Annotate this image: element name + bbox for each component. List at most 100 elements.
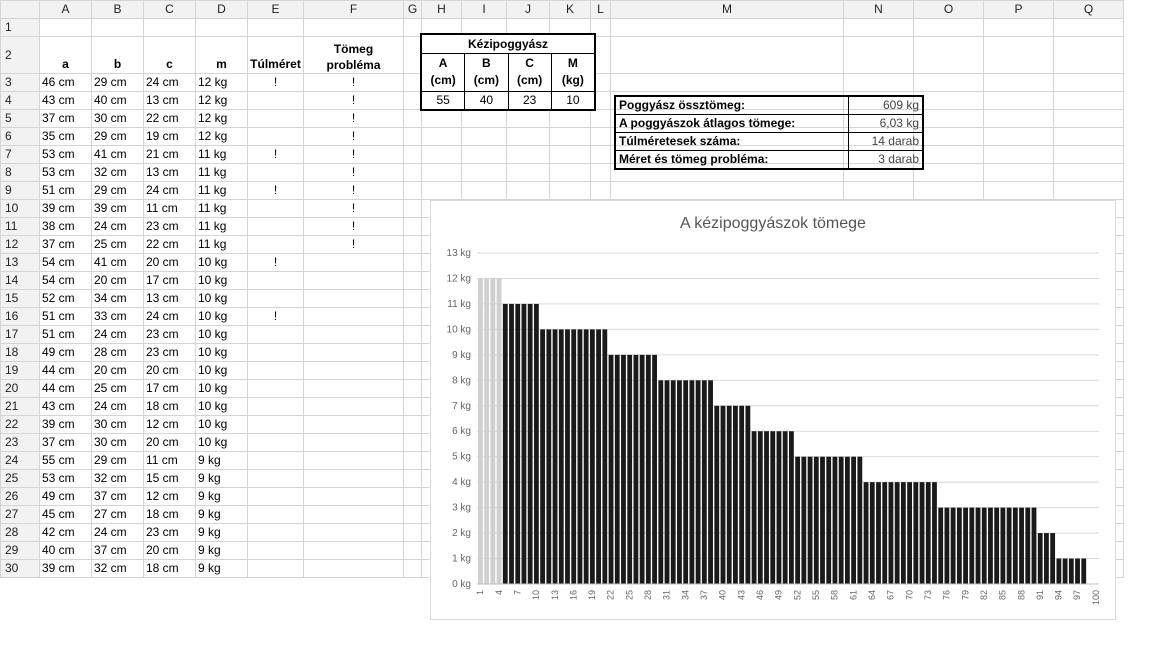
cell-c[interactable]: 20 cm [143, 541, 196, 560]
cell-b[interactable]: 30 cm [91, 415, 144, 434]
cell-empty[interactable] [421, 109, 462, 128]
cell-empty[interactable] [403, 127, 422, 146]
cell-b[interactable]: 25 cm [91, 379, 144, 398]
cell-empty[interactable] [461, 127, 507, 146]
cell-empty[interactable] [1053, 91, 1124, 110]
cell-m[interactable]: 10 kg [195, 289, 248, 308]
bar[interactable] [1044, 533, 1049, 584]
cell-empty[interactable] [913, 109, 984, 128]
cell-empty[interactable] [983, 127, 1054, 146]
cell-f[interactable] [303, 541, 404, 560]
cell-b[interactable]: 20 cm [91, 361, 144, 380]
cell-a[interactable]: 54 cm [39, 271, 92, 290]
bar[interactable] [509, 303, 514, 584]
cell-c[interactable]: 21 cm [143, 145, 196, 164]
bar[interactable] [608, 354, 614, 584]
summary-label[interactable]: Méret és tömeg probléma: [616, 151, 849, 168]
cell-empty[interactable] [403, 523, 422, 542]
cell-f[interactable]: ! [303, 91, 404, 110]
cell-b[interactable]: 24 cm [91, 217, 144, 236]
cell-m[interactable]: 9 kg [195, 559, 248, 578]
bar[interactable] [838, 456, 844, 584]
cell-m[interactable]: 10 kg [195, 379, 248, 398]
bar[interactable] [670, 380, 676, 584]
cell-empty[interactable] [913, 91, 984, 110]
cell-a[interactable]: 55 cm [39, 451, 92, 470]
cell-f[interactable] [303, 343, 404, 362]
bar[interactable] [726, 405, 732, 584]
weight-chart[interactable]: A kézipoggyászok tömege 0 kg 1 kg 2 kg 3 kg… [430, 200, 1116, 620]
cell-empty[interactable] [1053, 127, 1124, 146]
column-header-g[interactable]: G [403, 0, 422, 19]
cell-f[interactable]: ! [303, 127, 404, 146]
bar[interactable] [478, 278, 483, 584]
cell-m[interactable]: 10 kg [195, 415, 248, 434]
bar[interactable] [664, 380, 670, 584]
cell-empty[interactable] [403, 469, 422, 488]
cell-m[interactable]: 10 kg [195, 307, 248, 326]
cell-empty[interactable] [549, 109, 591, 128]
bar[interactable] [701, 380, 707, 584]
cell-b[interactable]: 29 cm [91, 181, 144, 200]
cell-a[interactable]: 39 cm [39, 199, 92, 218]
cell-m[interactable]: 11 kg [195, 199, 248, 218]
column-header-h[interactable]: H [421, 0, 462, 19]
summary-value[interactable]: 609 kg [882, 98, 919, 112]
cell-empty[interactable] [610, 181, 844, 200]
cell-e[interactable] [247, 199, 304, 218]
column-header-f[interactable]: F [303, 0, 404, 19]
cell-empty[interactable] [461, 109, 507, 128]
bar[interactable] [745, 405, 751, 584]
header-m[interactable]: m [195, 36, 248, 74]
cell-a[interactable]: 49 cm [39, 487, 92, 506]
cell-e[interactable] [247, 271, 304, 290]
bar[interactable] [764, 431, 769, 584]
cell-m[interactable]: 9 kg [195, 487, 248, 506]
cell-b[interactable]: 29 cm [91, 73, 144, 92]
summary-label[interactable]: Túlméretesek száma: [616, 133, 849, 150]
cell-b[interactable]: 27 cm [91, 505, 144, 524]
cell-b[interactable]: 37 cm [91, 487, 144, 506]
bar[interactable] [801, 456, 807, 584]
cell-m[interactable]: 11 kg [195, 163, 248, 182]
cell-m[interactable]: 9 kg [195, 451, 248, 470]
cell-a[interactable]: 45 cm [39, 505, 92, 524]
cell-f[interactable] [303, 469, 404, 488]
bar[interactable] [596, 329, 601, 584]
column-header-k[interactable]: K [549, 0, 591, 19]
bar[interactable] [583, 329, 589, 584]
bar[interactable] [627, 354, 633, 584]
row-header[interactable]: 24 [0, 451, 40, 470]
cell-c[interactable]: 19 cm [143, 127, 196, 146]
header-weight-problem[interactable]: Tömeg probléma [303, 36, 404, 74]
cell-c[interactable]: 22 cm [143, 235, 196, 254]
cell-a[interactable]: 51 cm [39, 181, 92, 200]
cell-empty[interactable] [983, 163, 1054, 182]
row-header[interactable]: 17 [0, 325, 40, 344]
luggage-limit-value[interactable]: 55 [436, 93, 450, 107]
cell-f[interactable] [303, 559, 404, 578]
bar[interactable] [863, 482, 869, 584]
cell-e[interactable] [247, 451, 304, 470]
bar[interactable] [1037, 533, 1043, 584]
bar[interactable] [844, 456, 850, 584]
cell-e[interactable] [247, 361, 304, 380]
cell-empty[interactable] [913, 73, 984, 92]
cell-empty[interactable] [590, 127, 611, 146]
bar[interactable] [621, 354, 626, 584]
bar[interactable] [1056, 558, 1062, 584]
cell-c[interactable]: 13 cm [143, 289, 196, 308]
cell-c[interactable]: 18 cm [143, 505, 196, 524]
cell-empty[interactable] [913, 163, 984, 182]
cell-empty[interactable] [590, 181, 611, 200]
bar[interactable] [950, 507, 956, 584]
cell-b[interactable]: 32 cm [91, 163, 144, 182]
cell-f[interactable]: ! [303, 163, 404, 182]
cell-a[interactable]: 37 cm [39, 235, 92, 254]
column-header-m[interactable]: M [610, 0, 844, 19]
cell-m[interactable]: 10 kg [195, 325, 248, 344]
bar[interactable] [546, 329, 552, 584]
row-header[interactable]: 10 [0, 199, 40, 218]
cell-empty[interactable] [913, 181, 984, 200]
cell-e[interactable]: ! [247, 253, 304, 272]
